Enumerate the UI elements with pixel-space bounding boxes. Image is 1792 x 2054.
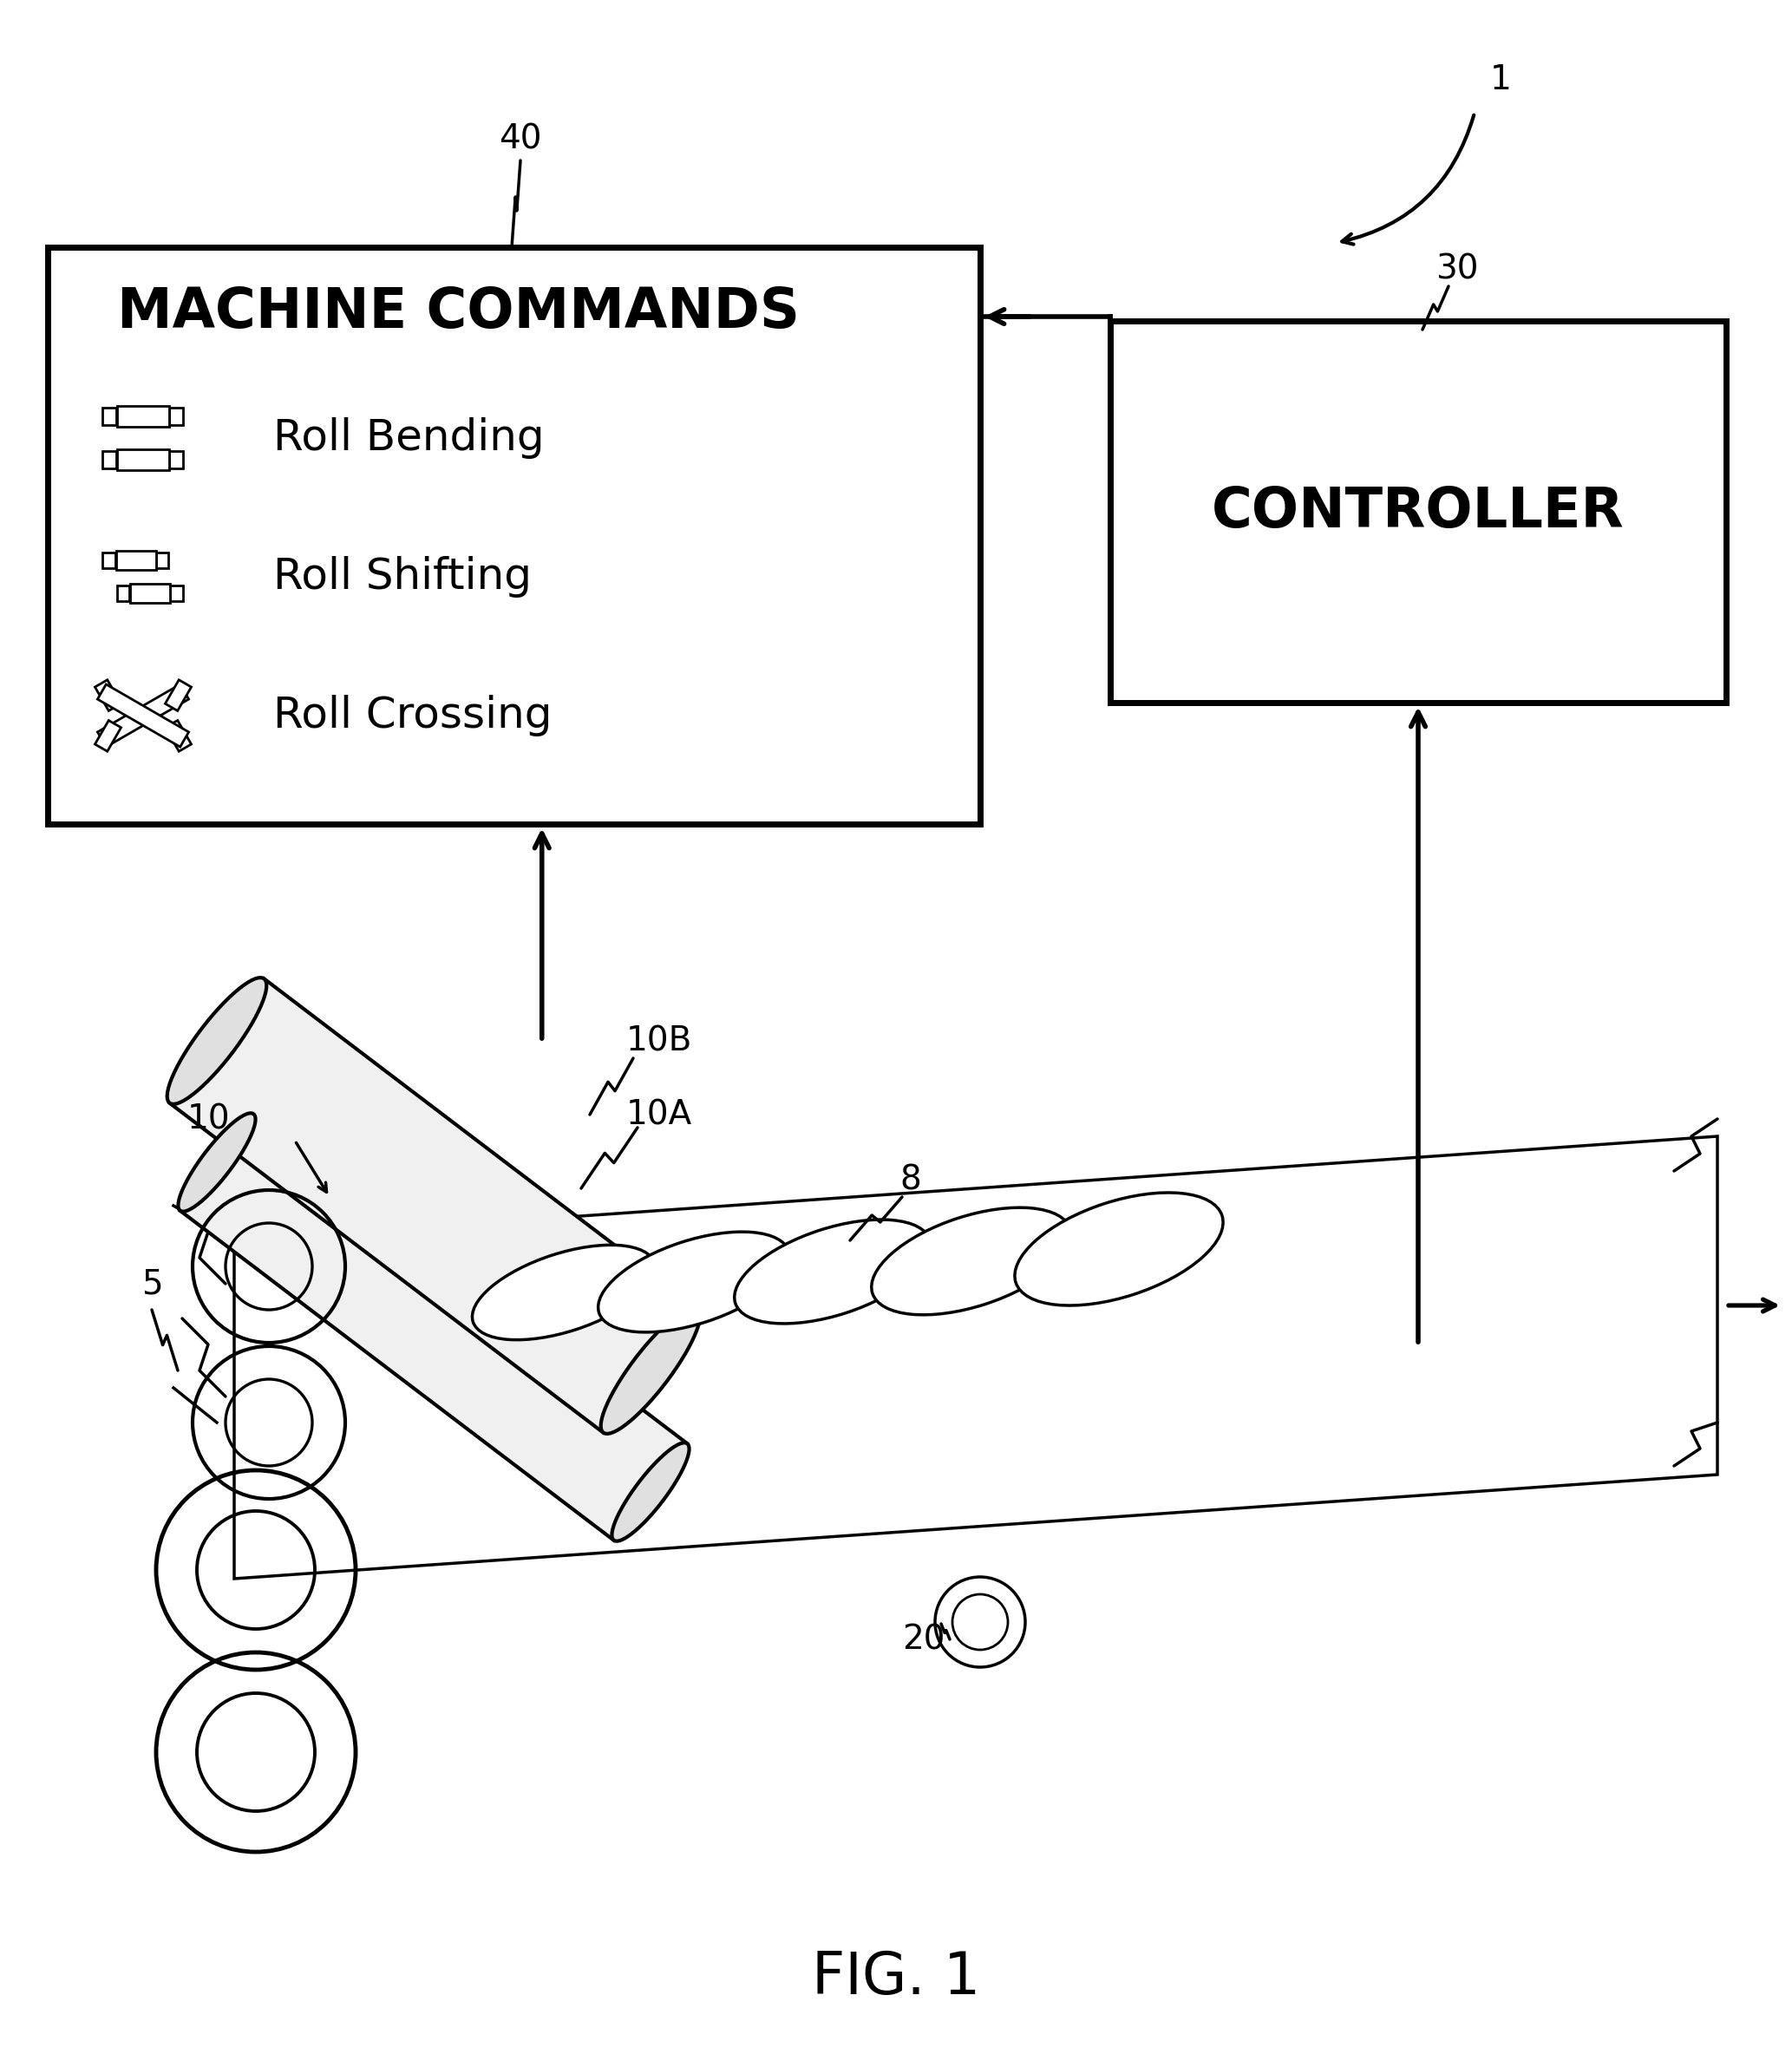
Bar [1111,320,1726,702]
Polygon shape [97,684,188,748]
Polygon shape [170,978,697,1432]
Polygon shape [177,1113,256,1212]
Text: Roll Bending: Roll Bending [272,417,545,458]
Bar [102,553,115,567]
Polygon shape [165,721,192,752]
Bar [116,585,129,602]
Ellipse shape [473,1245,656,1339]
Text: 5: 5 [142,1267,163,1300]
Text: 10A: 10A [625,1099,692,1132]
Polygon shape [95,721,122,752]
Text: 30: 30 [1435,253,1478,286]
Ellipse shape [1014,1193,1224,1306]
Bar [116,450,170,470]
Text: MACHINE COMMANDS: MACHINE COMMANDS [116,286,799,339]
Bar [48,246,980,824]
Polygon shape [97,684,188,748]
Ellipse shape [735,1220,930,1323]
Polygon shape [600,1306,701,1434]
Bar [116,550,156,569]
Polygon shape [167,978,267,1105]
Text: Roll Shifting: Roll Shifting [272,557,532,598]
Text: 10: 10 [186,1103,229,1136]
Text: 1: 1 [1489,64,1511,97]
Polygon shape [165,680,192,711]
Text: Roll Crossing: Roll Crossing [272,694,552,737]
Bar [102,409,116,425]
Bar [156,553,168,567]
Bar [116,407,170,427]
Text: 40: 40 [498,123,541,156]
Text: 20: 20 [903,1623,944,1656]
Bar [131,583,170,604]
Text: 8: 8 [900,1163,921,1195]
Ellipse shape [871,1208,1072,1315]
Polygon shape [235,1136,1717,1580]
Bar [102,452,116,468]
Bar [170,409,183,425]
Polygon shape [181,1113,688,1540]
Bar [170,452,183,468]
Bar [170,585,183,602]
Text: FIG. 1: FIG. 1 [812,1949,980,2007]
Ellipse shape [599,1232,790,1333]
Polygon shape [95,680,122,711]
Polygon shape [611,1442,690,1540]
Text: CONTROLLER: CONTROLLER [1211,485,1625,538]
Text: 10B: 10B [625,1025,692,1058]
